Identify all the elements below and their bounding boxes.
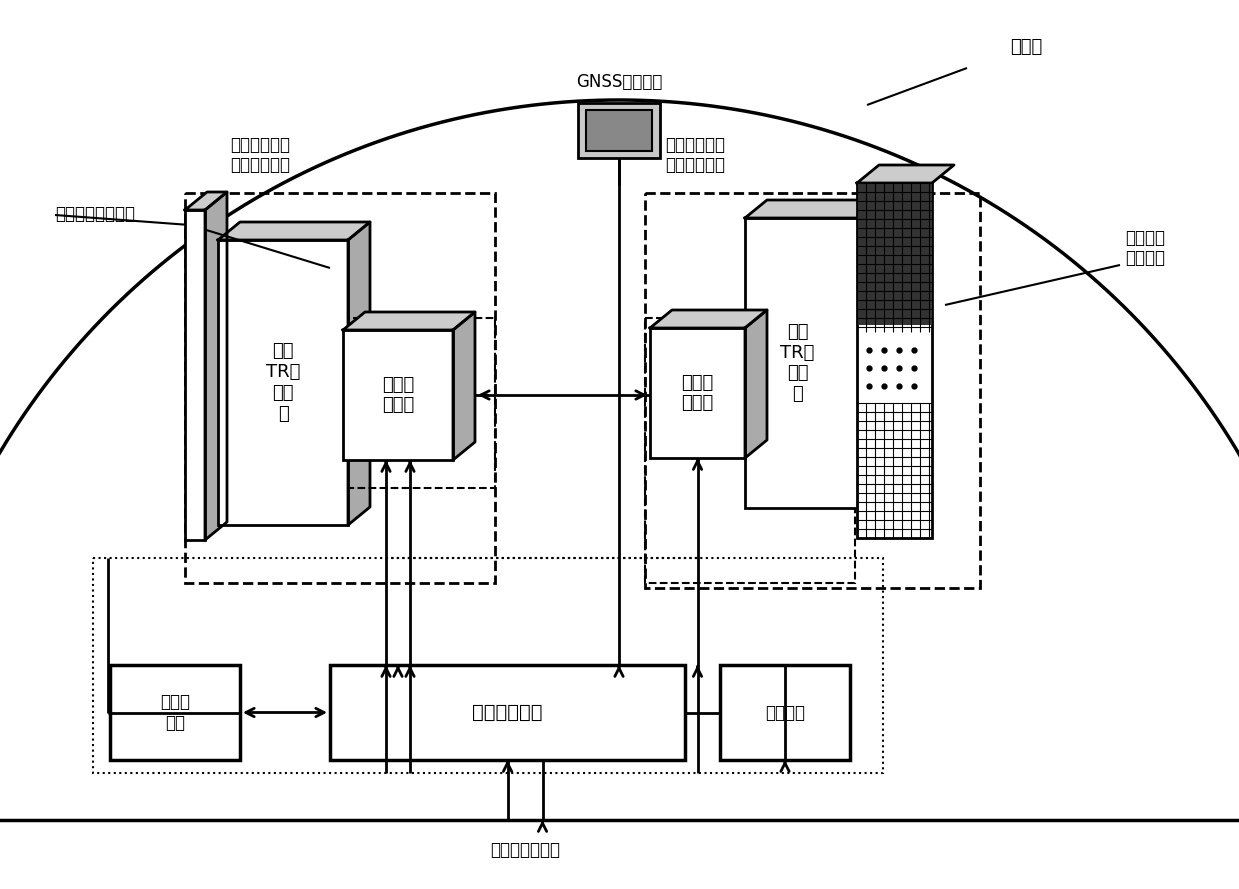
Bar (185, 193, 496, 583)
Text: 数字中频板卡: 数字中频板卡 (472, 703, 543, 722)
Text: GNSS接收天线: GNSS接收天线 (576, 73, 662, 91)
Bar (650, 328, 745, 458)
Bar (579, 103, 660, 158)
Polygon shape (453, 312, 475, 460)
Bar (218, 240, 348, 525)
Text: 第二有源
收发阵列: 第二有源 收发阵列 (1125, 228, 1165, 268)
Polygon shape (204, 192, 227, 540)
Polygon shape (650, 310, 767, 328)
Text: 数据与电源接口: 数据与电源接口 (489, 841, 560, 859)
Text: 频率源
模块: 频率源 模块 (160, 693, 190, 732)
Bar (745, 218, 860, 508)
Bar (330, 665, 685, 760)
Bar (646, 318, 855, 583)
Polygon shape (343, 312, 475, 330)
Text: 第二毫米波相
控阵天线阵列: 第二毫米波相 控阵天线阵列 (665, 136, 725, 174)
Bar (343, 330, 453, 460)
Bar (646, 193, 980, 588)
Polygon shape (185, 192, 227, 210)
Text: 第一
TR组
件阵
列: 第一 TR组 件阵 列 (266, 342, 300, 422)
Bar (93, 558, 883, 773)
Polygon shape (745, 200, 882, 218)
Polygon shape (218, 222, 370, 240)
Text: 第二变
频组件: 第二变 频组件 (681, 373, 714, 412)
Polygon shape (348, 222, 370, 525)
Bar (110, 665, 240, 760)
Polygon shape (860, 200, 882, 508)
Bar (586, 110, 652, 151)
Text: 电源模块: 电源模块 (764, 703, 805, 722)
Polygon shape (857, 165, 954, 183)
Text: 天线罩: 天线罩 (1010, 38, 1042, 56)
Text: 第二
TR组
件阵
列: 第二 TR组 件阵 列 (781, 323, 815, 404)
Bar (857, 183, 932, 325)
Text: 第一变
频组件: 第一变 频组件 (382, 375, 414, 414)
Bar (320, 318, 496, 488)
Text: 第一有源收发阵列: 第一有源收发阵列 (55, 205, 135, 223)
Bar (720, 665, 850, 760)
Polygon shape (745, 310, 767, 458)
Text: 第一毫米波相
控阵天线阵列: 第一毫米波相 控阵天线阵列 (230, 136, 290, 174)
Bar (185, 210, 204, 540)
Bar (857, 183, 932, 538)
